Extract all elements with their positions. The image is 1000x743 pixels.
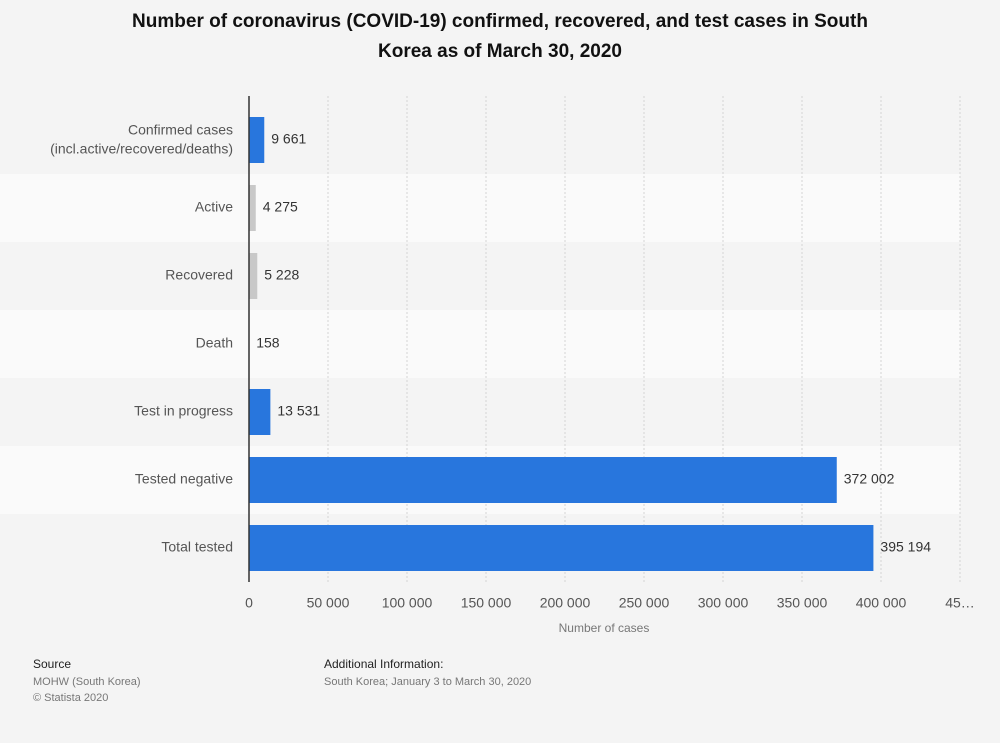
bar (249, 457, 837, 503)
source-heading: Source (33, 657, 71, 671)
value-label: 372 002 (844, 471, 895, 487)
bar (249, 117, 265, 163)
x-tick-label: 350 000 (777, 595, 828, 611)
copyright: © Statista 2020 (33, 692, 108, 704)
chart-title: Number of coronavirus (COVID-19) confirm… (132, 11, 868, 62)
bar (249, 253, 258, 299)
row-band (0, 174, 960, 242)
x-tick-label: 400 000 (856, 595, 907, 611)
x-axis-title: Number of cases (559, 621, 650, 635)
y-tick-label: Total tested (161, 539, 233, 555)
source: MOHW (South Korea) (33, 676, 141, 688)
x-tick-label: 300 000 (698, 595, 749, 611)
y-tick-label: Test in progress (134, 403, 233, 419)
x-tick-label: 50 000 (307, 595, 350, 611)
info-heading: Additional Information: (324, 657, 443, 671)
row-band (0, 310, 960, 378)
value-label: 158 (256, 335, 280, 351)
value-label: 5 228 (264, 267, 299, 283)
value-label: 9 661 (271, 131, 306, 147)
x-tick-label: 100 000 (382, 595, 433, 611)
y-tick-label: Recovered (165, 267, 233, 283)
x-tick-label: 200 000 (540, 595, 591, 611)
x-tick-label: 150 000 (461, 595, 512, 611)
row-band (0, 242, 960, 310)
value-label: 395 194 (880, 539, 931, 555)
bar (249, 185, 256, 231)
y-tick-label: Confirmed cases (incl.active/recovered/de… (50, 121, 233, 156)
bar (249, 525, 874, 571)
value-label: 13 531 (277, 403, 320, 419)
value-label: 4 275 (263, 199, 298, 215)
y-tick-label: Active (195, 199, 233, 215)
y-tick-label: Death (196, 335, 233, 351)
bar (249, 389, 271, 435)
x-tick-label: 45… (945, 595, 975, 611)
y-tick-label: Tested negative (135, 471, 233, 487)
info: South Korea; January 3 to March 30, 2020 (324, 676, 531, 688)
row-band (0, 106, 960, 174)
row-band (0, 378, 960, 446)
x-tick-label: 0 (245, 595, 253, 611)
x-tick-label: 250 000 (619, 595, 670, 611)
